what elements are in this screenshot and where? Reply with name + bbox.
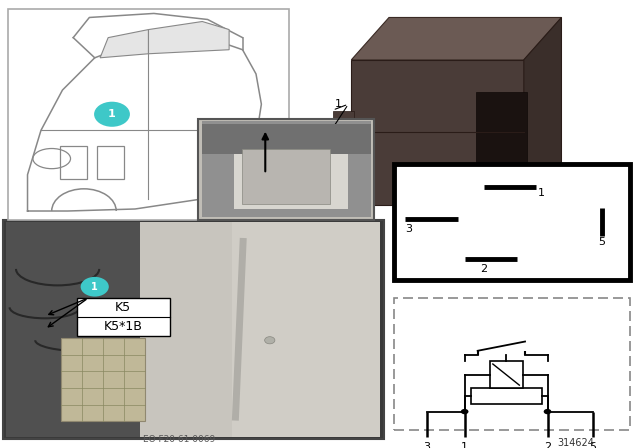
Text: 5: 5 <box>589 442 596 448</box>
Text: 2: 2 <box>544 442 551 448</box>
Bar <box>97 146 124 179</box>
Bar <box>6 222 151 437</box>
Polygon shape <box>351 17 561 60</box>
Bar <box>8 9 289 220</box>
Circle shape <box>81 277 109 297</box>
Circle shape <box>265 337 275 344</box>
Bar <box>394 298 630 430</box>
Bar <box>243 149 330 204</box>
Polygon shape <box>148 22 229 54</box>
Text: 1: 1 <box>108 109 116 119</box>
Text: 1: 1 <box>461 442 468 448</box>
Text: 1: 1 <box>538 188 545 198</box>
Circle shape <box>94 102 130 127</box>
Text: 5: 5 <box>598 237 605 247</box>
Bar <box>320 13 634 215</box>
Bar <box>470 388 541 404</box>
Bar <box>3 220 384 439</box>
Bar <box>198 119 374 220</box>
Bar <box>61 338 145 422</box>
Text: K5*1B: K5*1B <box>104 320 143 333</box>
Polygon shape <box>524 17 561 205</box>
Circle shape <box>461 409 468 414</box>
Text: EO F20 61 0069: EO F20 61 0069 <box>143 435 215 444</box>
Text: 314624: 314624 <box>557 438 595 448</box>
Bar <box>232 222 380 437</box>
Bar <box>140 222 236 437</box>
Text: 1: 1 <box>335 99 342 109</box>
Text: 2: 2 <box>480 264 487 274</box>
Text: K5: K5 <box>115 301 131 314</box>
Text: 3: 3 <box>406 224 412 234</box>
Bar <box>394 164 630 280</box>
Bar <box>476 92 527 176</box>
Bar <box>234 131 348 209</box>
Bar <box>333 111 355 125</box>
Text: 1: 1 <box>92 282 98 292</box>
Bar <box>202 124 371 154</box>
Circle shape <box>543 409 552 414</box>
Bar <box>202 121 371 217</box>
Bar <box>77 298 170 336</box>
Bar <box>60 146 86 179</box>
Bar <box>490 362 523 388</box>
Bar <box>351 60 524 205</box>
Text: 3: 3 <box>423 442 430 448</box>
Bar <box>333 130 355 144</box>
Polygon shape <box>100 30 148 58</box>
